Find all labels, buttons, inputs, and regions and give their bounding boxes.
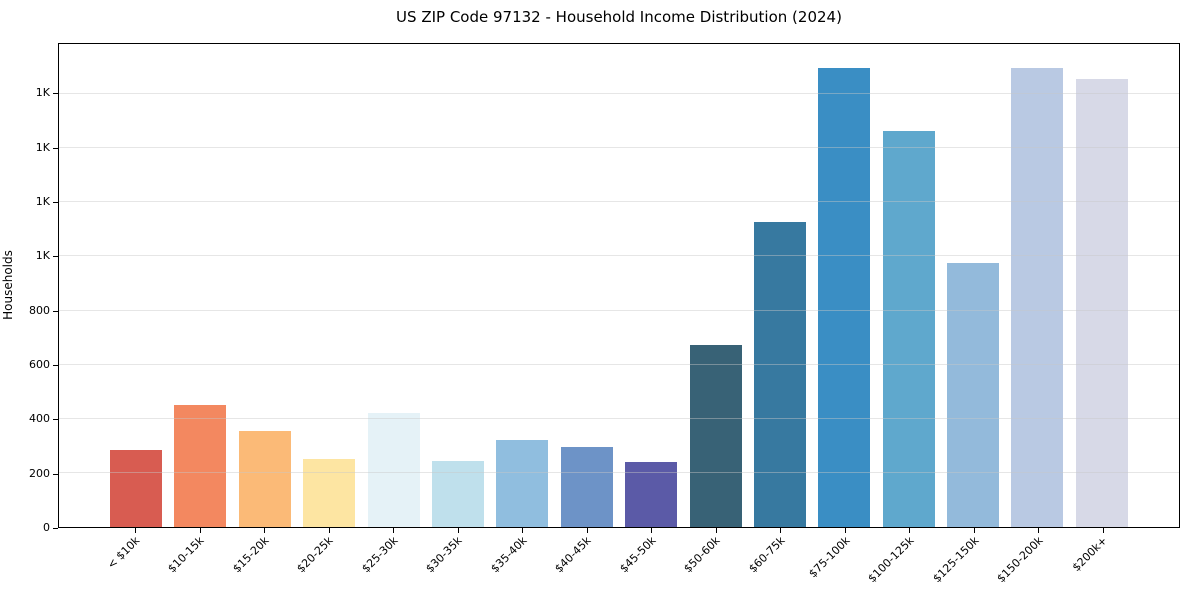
bar-25-30k	[367, 412, 420, 527]
x-tick	[522, 528, 524, 533]
x-tick	[844, 528, 846, 533]
y-tick-label: 1K	[35, 86, 50, 100]
x-tick-label: $50-60k	[681, 534, 724, 576]
y-tick-label: 0	[43, 521, 50, 534]
plot-area	[58, 43, 1180, 528]
gridline	[59, 471, 1179, 473]
y-tick-label: 1K	[35, 194, 50, 208]
y-tick	[53, 201, 58, 203]
gridline	[59, 417, 1179, 419]
bar-45-50k	[625, 461, 678, 527]
x-tick	[651, 528, 653, 533]
y-tick-label: 600	[29, 357, 50, 371]
bar-75-100k	[818, 68, 871, 527]
bar-100-125k	[882, 131, 935, 527]
x-tick-label: $20-25k	[294, 534, 336, 576]
y-tick	[53, 419, 58, 421]
bar-150-200k	[1011, 68, 1064, 527]
gridline	[59, 363, 1179, 365]
bar-10-15k	[174, 404, 227, 527]
gridline	[59, 147, 1179, 149]
x-tick	[457, 528, 459, 533]
x-tick-label: $60-75k	[746, 534, 788, 576]
x-tick-label: $30-35k	[423, 534, 465, 576]
x-tick	[264, 528, 266, 533]
x-tick	[909, 528, 911, 533]
gridline	[59, 255, 1179, 257]
bar-50-60k	[689, 345, 742, 527]
y-tick	[53, 147, 58, 149]
bar-15-20k	[238, 431, 291, 527]
x-tick-label: $75-100k	[805, 534, 853, 581]
x-tick-label: $200k+	[1070, 534, 1111, 575]
x-tick	[1038, 528, 1040, 533]
bar-20-25k	[303, 459, 356, 527]
x-tick	[715, 528, 717, 533]
x-tick-label: $10-15k	[165, 534, 207, 576]
y-tick-label: 1K	[35, 140, 50, 154]
x-tick	[135, 528, 136, 533]
y-tick-label: 400	[29, 412, 50, 426]
x-tick	[393, 528, 395, 533]
y-tick-label: 800	[29, 303, 50, 317]
x-tick-label: $15-20k	[230, 534, 272, 576]
y-tick	[53, 310, 58, 312]
x-tick	[973, 528, 975, 533]
chart-title: US ZIP Code 97132 - Household Income Dis…	[396, 8, 842, 26]
gridline	[59, 309, 1179, 311]
gridline	[59, 93, 1179, 95]
x-tick-label: $125-150k	[929, 534, 982, 586]
bar-35-40k	[496, 439, 549, 527]
x-tick	[586, 528, 588, 533]
y-tick	[53, 256, 58, 258]
bar-40-45k	[560, 446, 613, 527]
y-tick-label: 200	[29, 466, 50, 480]
bar-60-75k	[753, 221, 806, 527]
x-tick	[780, 528, 782, 533]
bar-30-35k	[431, 460, 484, 527]
y-tick	[53, 528, 58, 529]
gridline	[59, 201, 1179, 203]
x-tick	[199, 528, 201, 533]
x-tick-label: $100-125k	[865, 534, 917, 586]
x-tick	[328, 528, 330, 533]
bar-200k+	[1075, 79, 1128, 527]
y-tick-label: 1K	[35, 249, 50, 263]
x-tick-label: $150-200k	[994, 534, 1046, 586]
bar-125-150k	[947, 263, 1000, 527]
x-tick-label: $25-30k	[359, 534, 401, 576]
x-tick	[1103, 528, 1104, 533]
bar-10k	[110, 450, 162, 527]
y-tick	[53, 93, 58, 95]
x-tick-label: $40-45k	[552, 534, 594, 576]
x-tick-label: < $10k	[104, 534, 143, 572]
y-tick	[53, 364, 58, 366]
x-tick-label: $35-40k	[488, 534, 530, 576]
x-tick-label: $45-50k	[617, 534, 659, 576]
y-tick	[53, 473, 58, 475]
bars	[59, 44, 1179, 527]
